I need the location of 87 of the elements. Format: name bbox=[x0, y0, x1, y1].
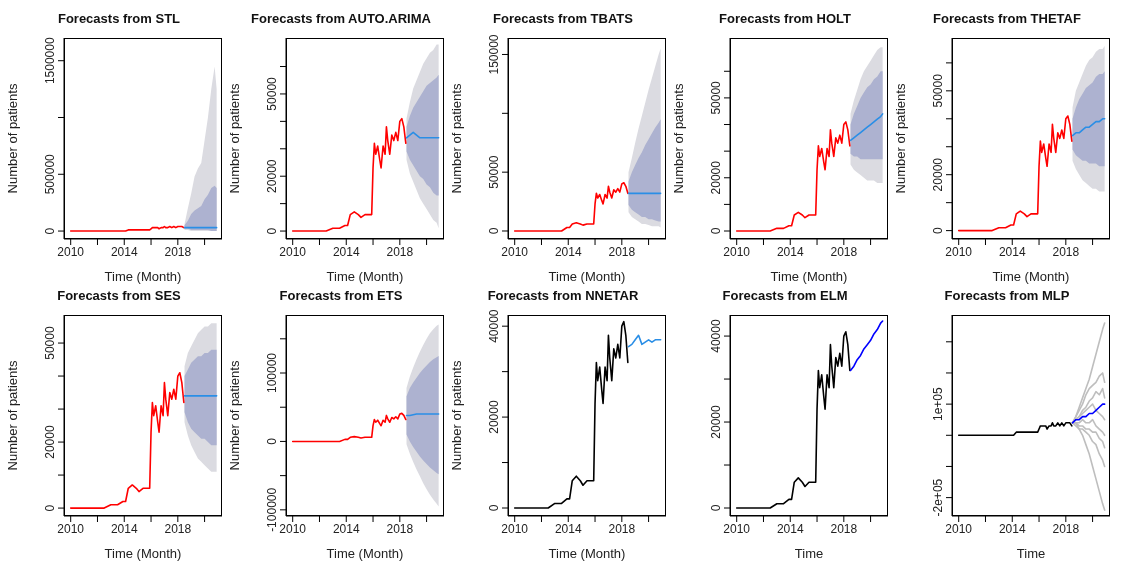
x-tick-label: 2010 bbox=[945, 244, 973, 259]
y-tick-label: 20000 bbox=[931, 157, 945, 192]
y-tick-label: 150000 bbox=[487, 34, 501, 75]
x-axis-title: Time (Month) bbox=[770, 269, 848, 284]
y-tick-label: 100000 bbox=[265, 352, 279, 394]
x-tick-label: 2010 bbox=[723, 244, 751, 259]
y-axis-title: Number of patients bbox=[448, 83, 464, 194]
x-tick-label: 2014 bbox=[332, 521, 360, 536]
x-axis-title: Time bbox=[1016, 546, 1046, 561]
chart-title: Forecasts from AUTO.ARIMA bbox=[250, 10, 432, 28]
x-tick-label: 2014 bbox=[776, 244, 804, 259]
y-tick-label: 1e+05 bbox=[931, 386, 945, 421]
chart-title: Forecasts from HOLT bbox=[718, 10, 852, 28]
y-tick-label: 20000 bbox=[709, 160, 723, 195]
x-tick-label: 2014 bbox=[554, 521, 582, 536]
y-tick-label: 20000 bbox=[487, 400, 501, 434]
y-axis-title: Number of patients bbox=[226, 360, 242, 471]
x-tick-label: 2014 bbox=[776, 521, 804, 536]
y-tick-label: 1500000 bbox=[43, 37, 57, 85]
y-tick-label: 0 bbox=[265, 227, 279, 235]
chart-title: Forecasts from SES bbox=[56, 287, 182, 305]
x-axis-title: Time (Month) bbox=[326, 546, 404, 561]
x-tick-label: 2018 bbox=[830, 521, 858, 536]
x-tick-label: 2010 bbox=[279, 244, 307, 259]
y-tick-label: 0 bbox=[43, 504, 57, 512]
x-tick-label: 2018 bbox=[608, 244, 636, 259]
x-tick-label: 2018 bbox=[608, 521, 636, 536]
x-tick-label: 2010 bbox=[57, 521, 85, 536]
x-axis-title: Time (Month) bbox=[104, 546, 182, 561]
y-tick-label: 40000 bbox=[709, 319, 723, 353]
y-axis-title: Number of patients bbox=[226, 83, 242, 194]
y-tick-label: 50000 bbox=[931, 73, 945, 108]
x-tick-label: 2014 bbox=[554, 244, 582, 259]
chart-title: Forecasts from MLP bbox=[943, 287, 1071, 305]
y-tick-label: 0 bbox=[709, 227, 723, 235]
x-tick-label: 2018 bbox=[164, 521, 192, 536]
x-tick-label: 2010 bbox=[501, 244, 529, 259]
y-tick-label: 20000 bbox=[709, 405, 723, 439]
x-tick-label: 2018 bbox=[830, 244, 858, 259]
x-axis-title: Time (Month) bbox=[326, 269, 404, 284]
y-tick-label: -2e+05 bbox=[931, 478, 945, 517]
y-tick-label: 20000 bbox=[43, 425, 57, 459]
y-tick-label: 50000 bbox=[43, 326, 57, 360]
x-tick-label: 2018 bbox=[386, 244, 414, 259]
y-tick-label: 500000 bbox=[43, 153, 57, 195]
y-tick-label: 50000 bbox=[709, 80, 723, 115]
y-axis-title: Number of patients bbox=[448, 360, 464, 471]
x-tick-label: 2014 bbox=[998, 521, 1026, 536]
y-tick-label: 0 bbox=[265, 437, 279, 445]
x-tick-label: 2014 bbox=[998, 244, 1026, 259]
y-tick-label: 0 bbox=[931, 226, 945, 234]
y-tick-label: 0 bbox=[487, 504, 501, 512]
y-tick-label: 20000 bbox=[265, 159, 279, 193]
x-axis-title: Time (Month) bbox=[992, 269, 1070, 284]
chart-title: Forecasts from ETS bbox=[278, 287, 404, 305]
x-tick-label: 2018 bbox=[386, 521, 414, 536]
x-axis-title: Time (Month) bbox=[104, 269, 182, 284]
y-tick-label: 50000 bbox=[265, 76, 279, 111]
y-tick-label: 0 bbox=[43, 227, 57, 235]
y-axis-title: Number of patients bbox=[4, 83, 20, 194]
x-tick-label: 2014 bbox=[110, 244, 138, 259]
y-tick-label: -100000 bbox=[265, 487, 279, 532]
chart-title: Forecasts from ELM bbox=[721, 287, 849, 305]
x-tick-label: 2010 bbox=[945, 521, 973, 536]
y-axis-title: Number of patients bbox=[4, 360, 20, 471]
x-tick-label: 2014 bbox=[110, 521, 138, 536]
y-tick-label: 50000 bbox=[487, 155, 501, 189]
x-tick-label: 2018 bbox=[1052, 521, 1080, 536]
y-axis-title: Number of patients bbox=[670, 83, 686, 194]
x-tick-label: 2018 bbox=[1052, 244, 1080, 259]
x-axis-title: Time (Month) bbox=[548, 269, 626, 284]
x-tick-label: 2010 bbox=[723, 521, 751, 536]
y-tick-label: 0 bbox=[487, 227, 501, 235]
y-tick-label: 0 bbox=[709, 504, 723, 512]
x-tick-label: 2010 bbox=[501, 521, 529, 536]
chart-title: Forecasts from TBATS bbox=[492, 10, 634, 28]
chart-title: Forecasts from THETAF bbox=[932, 10, 1082, 28]
y-tick-label: 40000 bbox=[487, 309, 501, 343]
x-tick-label: 2010 bbox=[279, 521, 307, 536]
x-axis-title: Time bbox=[794, 546, 824, 561]
chart-title: Forecasts from STL bbox=[56, 10, 182, 28]
x-axis-title: Time (Month) bbox=[548, 546, 626, 561]
x-tick-label: 2010 bbox=[57, 244, 85, 259]
x-tick-label: 2014 bbox=[332, 244, 360, 259]
y-axis-title: Number of patients bbox=[892, 83, 908, 194]
chart-title: Forecasts from NNETAR bbox=[486, 287, 640, 305]
x-tick-label: 2018 bbox=[164, 244, 192, 259]
